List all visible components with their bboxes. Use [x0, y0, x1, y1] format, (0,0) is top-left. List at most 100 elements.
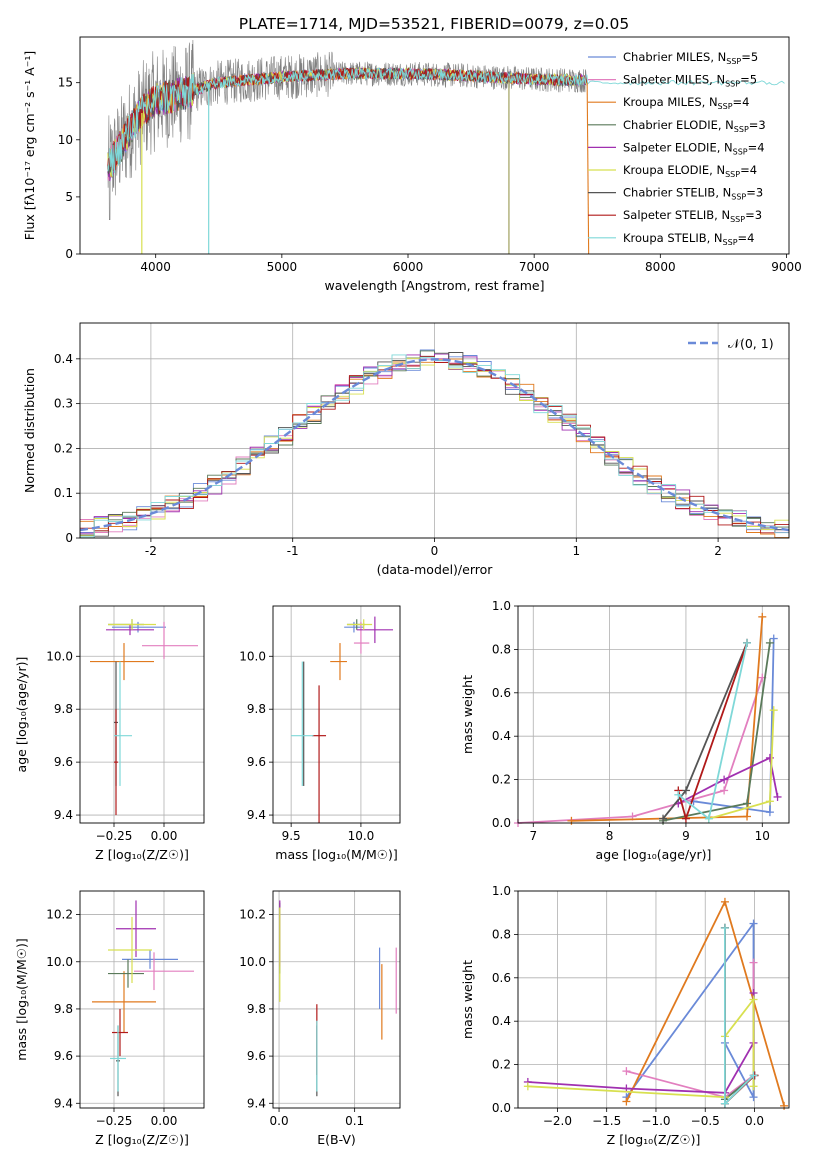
y-tick-label: 0.8: [492, 642, 511, 656]
y-tick-label: 0.0: [492, 816, 511, 830]
legend-label: Salpeter ELODIE, NSSP=4: [623, 140, 765, 156]
x-tick-label: 2: [714, 544, 722, 558]
axes-frame: [80, 606, 204, 823]
massweight-series-line: [518, 678, 762, 823]
y-tick-label: 9.6: [247, 755, 266, 769]
x-tick-label: −0.25: [96, 1114, 133, 1128]
y-tick-label: 0.0: [492, 1101, 511, 1115]
legend-label-sub: SSP: [733, 147, 748, 156]
legend-label: Salpeter MILES, NSSP=5: [623, 73, 757, 89]
x-axis-label: mass [log₁₀(M/M☉)]: [275, 847, 397, 862]
y-tick-label: 10.0: [46, 955, 73, 969]
x-tick-label: 8: [606, 829, 614, 843]
age-vs-mass-panel: 9.5 10.0 9.4 9.6 9.8 10.0 mass [log₁₀(M/M☉)]: [239, 606, 400, 862]
spectrum-panel: 4000 5000 6000 7000 8000 9000 0 5 10 15 wavelength…: [22, 37, 802, 293]
y-tick-label: 10.0: [46, 649, 73, 663]
massweight-series-line: [663, 643, 747, 819]
x-tick-label: 9.5: [282, 829, 301, 843]
y-tick-label: 0.6: [492, 686, 511, 700]
y-tick-label: 10.0: [239, 955, 266, 969]
y-tick-label: 0.2: [492, 1058, 511, 1072]
x-tick-label: -1: [287, 544, 299, 558]
x-tick-label: 9: [682, 829, 690, 843]
legend-label: Kroupa MILES, NSSP=4: [623, 95, 749, 111]
x-tick-label: 0: [431, 544, 439, 558]
legend-label-name: Salpeter ELODIE, N: [623, 140, 733, 154]
legend-label-count: =3: [745, 208, 762, 222]
panels: 4000 5000 6000 7000 8000 9000051015wavelength…: [14, 37, 802, 1147]
legend-label-name: Kroupa MILES, N: [623, 95, 718, 109]
x-tick-label: 0.0: [745, 1114, 764, 1128]
massweight-series-line: [626, 924, 753, 1098]
y-tick-label: 1.0: [492, 599, 511, 613]
figure: PLATE=1714, MJD=53521, FIBERID=0079, z=0…: [0, 0, 819, 1170]
y-tick-label: 9.8: [247, 1002, 266, 1016]
histogram-panel: -2 -1 0 1 2 0 0.1 0.2 0.3 0.4 (data-model)/error No…: [22, 323, 789, 577]
legend-label-count: =4: [738, 231, 755, 245]
legend-label-count: =4: [740, 163, 757, 177]
x-tick-label: 7: [529, 829, 537, 843]
x-tick-label: 8000: [645, 260, 676, 274]
legend-label-name: Salpeter MILES, N: [623, 73, 725, 87]
y-tick-label: 10.2: [239, 908, 266, 922]
y-axis-label: Normed distribution: [22, 368, 37, 493]
y-tick-label: 9.4: [247, 808, 266, 822]
x-tick-label: -2: [145, 544, 157, 558]
y-axis-label: age [log₁₀(age/yr)]: [14, 657, 29, 773]
y-tick-label: 15: [58, 76, 73, 90]
massweight-vs-age-panel: 7 8 9 10 0.0 0.2 0.4 0.6 0.8 1.0 age [log₁₀(age/yr…: [460, 599, 789, 862]
x-tick-label: −1.5: [592, 1114, 621, 1128]
spectrum-edge-line: [587, 83, 589, 254]
legend-label-count: =5: [740, 73, 757, 87]
y-tick-label: 9.6: [247, 1049, 266, 1063]
massweight-series-line: [571, 617, 762, 821]
y-tick-label: 9.8: [54, 1002, 73, 1016]
y-tick-label: 9.4: [54, 1096, 73, 1110]
legend-label: Kroupa ELODIE, NSSP=4: [623, 163, 757, 179]
y-tick-label: 0: [65, 531, 73, 545]
axes-frame: [80, 891, 204, 1108]
legend-label-name: Salpeter STELIB, N: [623, 208, 730, 222]
y-axis-label: mass [log₁₀(M/M☉)]: [14, 938, 29, 1060]
y-tick-label: 1.0: [492, 884, 511, 898]
legend-label-name: Chabrier MILES, N: [623, 50, 726, 64]
mass-vs-Z-panel: −0.25 0.009.49.69.810.010.2Z [log₁₀(Z/Z☉)…: [14, 891, 204, 1147]
x-tick-label: 0.00: [151, 1114, 178, 1128]
y-tick-label: 0.2: [492, 773, 511, 787]
y-tick-label: 10.0: [239, 649, 266, 663]
legend-label: Chabrier STELIB, NSSP=3: [623, 186, 763, 202]
x-tick-label: 10: [755, 829, 770, 843]
legend-label-name: Chabrier ELODIE, N: [623, 118, 734, 132]
x-tick-label: 4000: [140, 260, 171, 274]
legend-label-name: Kroupa STELIB, N: [623, 231, 723, 245]
legend-label-sub: SSP: [725, 170, 740, 179]
x-tick-label: 0.00: [151, 829, 178, 843]
y-tick-label: 9.8: [247, 702, 266, 716]
mass-vs-ebv-panel: 0.0 0.1 9.4 9.6 9.8 10.0 10.2 E(B-V): [239, 891, 400, 1147]
legend-label: 𝒩(0, 1): [728, 336, 774, 351]
y-tick-label: 0.8: [492, 927, 511, 941]
x-tick-label: 9000: [771, 260, 802, 274]
legend-label-sub: SSP: [725, 80, 740, 89]
x-tick-label: 6000: [393, 260, 424, 274]
y-tick-label: 10.2: [46, 908, 73, 922]
legend-label: Chabrier MILES, NSSP=5: [623, 50, 758, 66]
massweight-series-line: [694, 639, 774, 813]
y-tick-label: 9.4: [247, 1096, 266, 1110]
legend-label-sub: SSP: [730, 215, 745, 224]
x-tick-label: −1.0: [641, 1114, 670, 1128]
x-tick-label: 1: [572, 544, 580, 558]
legend-label-sub: SSP: [734, 125, 749, 134]
axes-frame: [518, 891, 789, 1108]
y-tick-label: 9.6: [54, 1049, 73, 1063]
x-tick-label: −0.5: [691, 1114, 720, 1128]
legend-label-count: =4: [733, 95, 750, 109]
x-axis-label: age [log₁₀(age/yr)]: [596, 847, 712, 862]
y-tick-label: 0.1: [54, 486, 73, 500]
y-tick-label: 0.6: [492, 971, 511, 985]
legend-label-sub: SSP: [731, 193, 746, 202]
y-axis-label: Flux [fλ10⁻¹⁷ erg cm⁻² s⁻¹ A⁻¹]: [22, 51, 37, 240]
x-tick-label: 7000: [519, 260, 550, 274]
x-tick-label: 10.0: [348, 829, 375, 843]
legend-label-name: Kroupa ELODIE, N: [623, 163, 725, 177]
